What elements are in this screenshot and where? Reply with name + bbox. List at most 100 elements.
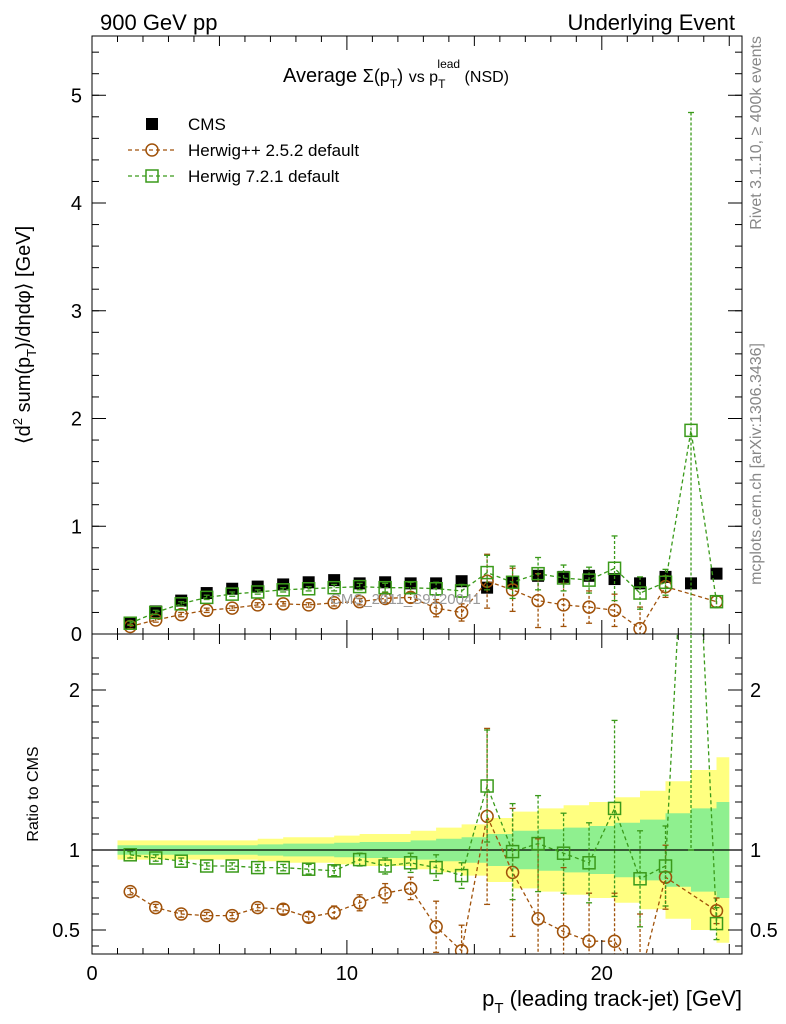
ratio-series-0-point [709, 904, 724, 918]
legend-marker [146, 118, 158, 130]
rivet-label: Rivet 3.1.10, ≥ 400k events [748, 36, 765, 230]
ratio-series-1-point [148, 851, 163, 865]
ratio-series-1-point [403, 856, 418, 870]
main-series-2-point [556, 571, 571, 585]
main-series-2-point [684, 423, 698, 438]
main-series-1-point [454, 605, 469, 620]
main-series-1-point [199, 603, 214, 618]
main-series-1-point [531, 593, 545, 608]
main-series-1-point [225, 601, 239, 615]
ratio-xlabel: pT (leading track-jet) [GeV] [482, 986, 742, 1017]
header-left: 900 GeV pp [100, 10, 217, 35]
main-series-1-point [276, 597, 290, 611]
main-series-2-point [429, 581, 443, 596]
main-series-2-point [633, 586, 647, 600]
ratio-series-0-point [250, 900, 265, 915]
main-series-1-point [174, 607, 188, 622]
ratio-series-0-point [582, 934, 596, 948]
ratio-series-0-point [454, 944, 469, 954]
main-series-1-point [556, 598, 571, 612]
ratio-series-0-point [378, 886, 392, 900]
main-series-2-point [250, 585, 265, 599]
main-series-2-point [480, 565, 494, 580]
main-series-1-point [633, 621, 647, 634]
ratio-panel: 0.5 0.51 12 20 10 20 Ratio to CMS pT (leading… [25, 633, 778, 1017]
main-series-2-point [607, 561, 622, 576]
ratio-frame [91, 633, 743, 955]
main-series-2-point [123, 616, 137, 630]
main-title: Average Σ(pT) vs pTlead (NSD) [283, 57, 509, 91]
mcplots-label: mcplots.cern.ch [arXiv:1306.3436] [748, 343, 765, 585]
main-series-0-point [200, 587, 213, 600]
y-tick-label: 5 [71, 85, 82, 107]
ratio-series-1-line [130, 634, 718, 924]
ratio-series-1-point [352, 852, 367, 867]
legend-label: Herwig 7.2.1 default [188, 167, 339, 186]
main-series-2-point [148, 605, 163, 620]
legend-label: Herwig++ 2.5.2 default [188, 141, 359, 160]
ratio-series-0-point [634, 972, 646, 984]
ratio-series-0-point [301, 910, 316, 924]
main-series-2-point [276, 583, 290, 597]
y-tick-label: 1 [69, 840, 80, 862]
main-series-2-point [505, 575, 520, 590]
header-right: Underlying Event [567, 10, 735, 35]
x-tick-label: 0 [86, 963, 97, 985]
ratio-series-0-point [327, 905, 341, 920]
ratio-series-1-point [301, 862, 316, 876]
ratio-series-0-point [429, 920, 443, 934]
main-series-1-point [352, 594, 367, 609]
ratio-series-1-point [505, 844, 520, 859]
y-tick-label: 0 [71, 624, 82, 646]
ratio-series-0-point [199, 908, 214, 923]
ratio-series-0-point [531, 912, 545, 926]
ratio-series-1-point [709, 916, 724, 931]
main-panel: 0 1 2 3 4 5 CMS_2011_S9120041 Average Σ(pT) v… [10, 35, 743, 646]
main-series-1-point [429, 601, 443, 615]
main-series-2-point [225, 587, 239, 601]
ratio-ylabel: Ratio to CMS [25, 746, 42, 841]
main-series-2-point [352, 579, 367, 594]
legend-marker [145, 143, 159, 157]
ratio-series-1-point [174, 854, 188, 868]
main-series-0-point [710, 567, 723, 580]
ratio-series-1-point [607, 801, 622, 816]
ratio-series-0-point [607, 934, 622, 948]
main-series-2-point [403, 580, 418, 595]
ratio-series-0-point [225, 908, 239, 923]
main-series-2-point [658, 575, 673, 590]
ratio-series-0-point [174, 907, 188, 921]
main-series-1-point [582, 600, 596, 614]
ratio-series-1-point [531, 836, 545, 851]
legend: CMS Herwig++ 2.5.2 default Herwig 7.2.1 de… [128, 115, 359, 186]
ratio-series-1-point [199, 859, 214, 873]
ratio-series-1-point [225, 859, 239, 873]
main-series-1-point [327, 596, 341, 610]
main-series-2-point [174, 597, 188, 611]
y-tick-label: 0.5 [52, 920, 80, 942]
ratio-series-1-point [378, 859, 392, 873]
y-tick-label: 2 [750, 680, 761, 702]
ratio-series-1-point [250, 860, 265, 875]
main-series-1-point [403, 590, 418, 605]
main-series-2-point [582, 573, 596, 587]
main-series-2-point [327, 580, 341, 595]
ratio-series-1-point [582, 856, 596, 870]
main-series-2-point [199, 590, 214, 605]
main-ylabel: ⟨d2 sum(pT)/dηdφ⟩ [GeV] [10, 226, 39, 444]
ratio-series-1-point [556, 846, 571, 860]
ratio-series-0-point [123, 884, 137, 899]
y-tick-label: 0.5 [750, 920, 778, 942]
ratio-series-1-point [123, 848, 137, 862]
main-series-1-point [607, 603, 622, 618]
ratio-series-0-point [556, 924, 571, 939]
ratio-series-0-point [276, 902, 290, 916]
ratio-series-1-point [454, 868, 469, 883]
main-series-1-point [250, 598, 265, 612]
main-series-2-point [709, 594, 724, 609]
y-tick-label: 1 [750, 840, 761, 862]
main-series-0-point [608, 573, 621, 586]
y-tick-label: 1 [71, 516, 82, 538]
main-series-2-point [454, 584, 469, 598]
